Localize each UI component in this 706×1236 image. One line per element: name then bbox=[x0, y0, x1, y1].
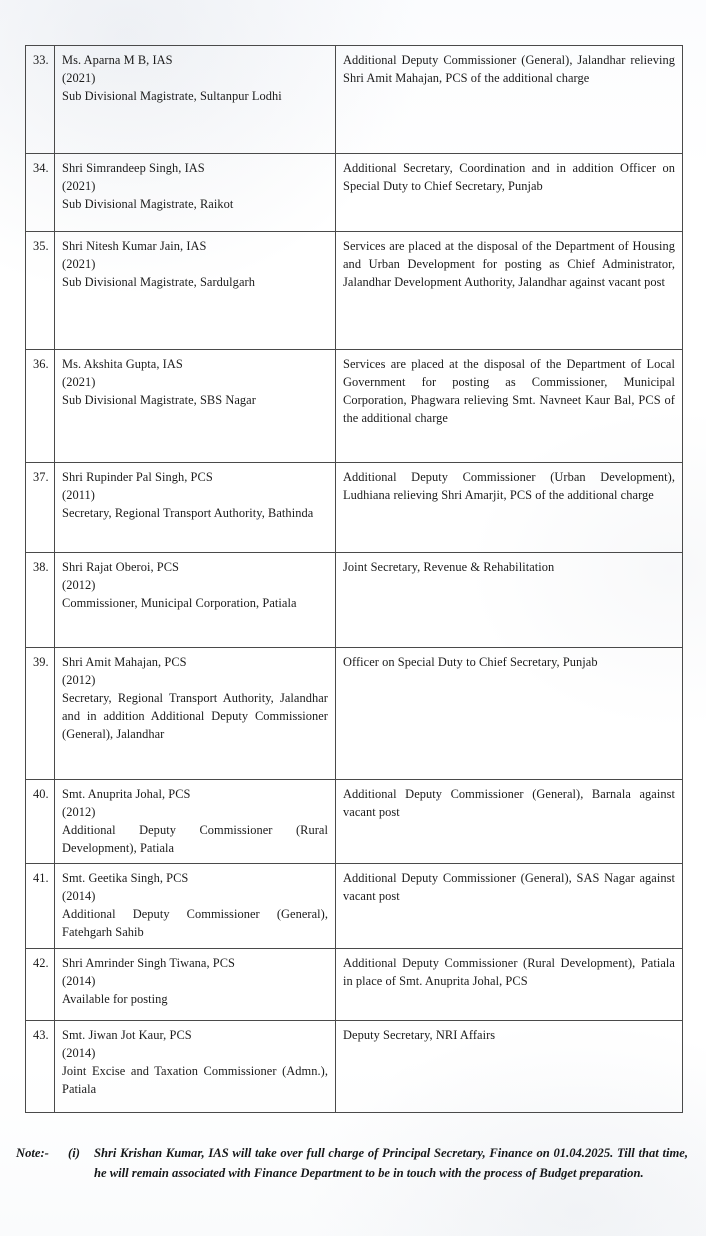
table-row: 37. Shri Rupinder Pal Singh, PCS (2011) Sec… bbox=[25, 462, 683, 553]
new-posting-cell: Additional Deputy Commissioner (General)… bbox=[335, 863, 683, 950]
footnote-label: Note:- bbox=[16, 1146, 49, 1160]
table-row: 42. Shri Amrinder Singh Tiwana, PCS (2014)… bbox=[25, 948, 683, 1022]
transfer-order-table: 33. Ms. Aparna M B, IAS (2021) Sub Division… bbox=[25, 45, 683, 1114]
officer-cell: Shri Simrandeep Singh, IAS (2021) Sub Divi… bbox=[54, 153, 336, 232]
row-serial-number: 41. bbox=[25, 863, 55, 950]
officer-current-posting: Secretary, Regional Transport Authority,… bbox=[62, 506, 314, 521]
officer-cell: Ms. Aparna M B, IAS (2021) Sub Divisional … bbox=[54, 45, 336, 154]
table-row: 33. Ms. Aparna M B, IAS (2021) Sub Division… bbox=[25, 45, 683, 154]
officer-current-posting: Sub Divisional Magistrate, Sultanpur Lod… bbox=[62, 89, 282, 104]
new-posting-cell: Additional Deputy Commissioner (Rural De… bbox=[335, 948, 683, 1022]
officer-cell: Shri Amit Mahajan, PCS (2012) Secretary, R… bbox=[54, 647, 336, 780]
officer-cell: Smt. Jiwan Jot Kaur, PCS (2014) Joint Exci… bbox=[54, 1020, 336, 1114]
new-posting-cell: Services are placed at the disposal of t… bbox=[335, 231, 683, 350]
officer-cell: Shri Rajat Oberoi, PCS (2012) Commissioner… bbox=[54, 552, 336, 648]
officer-current-posting: Joint Excise and Taxation Commissioner (… bbox=[62, 1064, 328, 1097]
table-row: 41. Smt. Geetika Singh, PCS (2014) Addition… bbox=[25, 863, 683, 950]
row-serial-number: 39. bbox=[25, 647, 55, 780]
row-serial-number: 43. bbox=[25, 1020, 55, 1114]
table-row: 35. Shri Nitesh Kumar Jain, IAS (2021) Sub … bbox=[25, 231, 683, 350]
officer-cell: Shri Rupinder Pal Singh, PCS (2011) Secret… bbox=[54, 462, 336, 553]
table-row: 36. Ms. Akshita Gupta, IAS (2021) Sub Divis… bbox=[25, 349, 683, 463]
officer-current-posting: Available for posting bbox=[62, 992, 168, 1007]
row-serial-number: 33. bbox=[25, 45, 55, 154]
officer-batch-year: (2021) bbox=[62, 71, 96, 86]
officer-name: Shri Amrinder Singh Tiwana, PCS bbox=[62, 956, 236, 971]
officer-current-posting: Additional Deputy Commissioner (General)… bbox=[62, 907, 328, 940]
officer-batch-year: (2014) bbox=[62, 889, 96, 904]
table-body: 33. Ms. Aparna M B, IAS (2021) Sub Division… bbox=[25, 45, 683, 1114]
officer-current-posting: Sub Divisional Magistrate, SBS Nagar bbox=[62, 393, 256, 408]
officer-name: Shri Amit Mahajan, PCS bbox=[62, 655, 187, 669]
new-posting-cell: Officer on Special Duty to Chief Secreta… bbox=[335, 647, 683, 780]
officer-current-posting: Sub Divisional Magistrate, Raikot bbox=[62, 197, 234, 212]
table-row: 38. Shri Rajat Oberoi, PCS (2012) Commissio… bbox=[25, 552, 683, 648]
officer-name: Ms. Akshita Gupta, IAS bbox=[62, 357, 183, 371]
officer-batch-year: (2011) bbox=[62, 488, 95, 503]
footnote-note: Note:- (i) Shri Krishan Kumar, IAS will … bbox=[16, 1143, 688, 1184]
new-posting-cell: Additional Secretary, Coordination and i… bbox=[335, 153, 683, 232]
officer-name: Shri Nitesh Kumar Jain, IAS bbox=[62, 239, 207, 253]
officer-name: Smt. Geetika Singh, PCS bbox=[62, 871, 189, 886]
officer-current-posting: Secretary, Regional Transport Authority,… bbox=[62, 691, 328, 742]
new-posting-cell: Additional Deputy Commissioner (General)… bbox=[335, 45, 683, 154]
officer-name: Ms. Aparna M B, IAS bbox=[62, 53, 173, 67]
officer-name: Shri Simrandeep Singh, IAS bbox=[62, 161, 205, 175]
table-row: 34. Shri Simrandeep Singh, IAS (2021) Sub D… bbox=[25, 153, 683, 232]
officer-batch-year: (2021) bbox=[62, 375, 96, 390]
officer-batch-year: (2014) bbox=[62, 974, 96, 989]
new-posting-cell: Services are placed at the disposal of t… bbox=[335, 349, 683, 463]
officer-cell: Ms. Akshita Gupta, IAS (2021) Sub Division… bbox=[54, 349, 336, 463]
officer-current-posting: Sub Divisional Magistrate, Sardulgarh bbox=[62, 275, 255, 290]
officer-current-posting: Additional Deputy Commissioner (Rural De… bbox=[62, 823, 328, 856]
table-row: 39. Shri Amit Mahajan, PCS (2012) Secretary… bbox=[25, 647, 683, 780]
new-posting-cell: Joint Secretary, Revenue & Rehabilitatio… bbox=[335, 552, 683, 648]
officer-batch-year: (2012) bbox=[62, 578, 96, 593]
officer-name: Shri Rupinder Pal Singh, PCS bbox=[62, 470, 213, 484]
new-posting-cell: Additional Deputy Commissioner (General)… bbox=[335, 778, 683, 865]
row-serial-number: 38. bbox=[25, 552, 55, 648]
footnote-text: Shri Krishan Kumar, IAS will take over f… bbox=[94, 1146, 688, 1181]
new-posting-cell: Additional Deputy Commissioner (Urban De… bbox=[335, 462, 683, 553]
officer-batch-year: (2014) bbox=[62, 1046, 96, 1061]
officer-batch-year: (2021) bbox=[62, 179, 96, 194]
officer-batch-year: (2012) bbox=[62, 673, 96, 688]
row-serial-number: 42. bbox=[25, 948, 55, 1022]
officer-cell: Smt. Anuprita Johal, PCS (2012) Additional… bbox=[54, 778, 336, 865]
officer-name: Smt. Jiwan Jot Kaur, PCS bbox=[62, 1028, 192, 1043]
officer-name: Smt. Anuprita Johal, PCS bbox=[62, 787, 191, 801]
footnote-marker: (i) bbox=[68, 1146, 80, 1160]
new-posting-cell: Deputy Secretary, NRI Affairs bbox=[335, 1020, 683, 1114]
officer-batch-year: (2012) bbox=[62, 805, 96, 820]
row-serial-number: 40. bbox=[25, 778, 55, 865]
table-row: 40. Smt. Anuprita Johal, PCS (2012) Additio… bbox=[25, 778, 683, 865]
officer-batch-year: (2021) bbox=[62, 257, 96, 272]
row-serial-number: 34. bbox=[25, 153, 55, 232]
row-serial-number: 37. bbox=[25, 462, 55, 553]
officer-cell: Shri Nitesh Kumar Jain, IAS (2021) Sub Div… bbox=[54, 231, 336, 350]
officer-cell: Smt. Geetika Singh, PCS (2014) Additional … bbox=[54, 863, 336, 950]
officer-name: Shri Rajat Oberoi, PCS bbox=[62, 560, 180, 574]
table-row: 43. Smt. Jiwan Jot Kaur, PCS (2014) Joint E… bbox=[25, 1020, 683, 1114]
officer-cell: Shri Amrinder Singh Tiwana, PCS (2014) Ava… bbox=[54, 948, 336, 1022]
row-serial-number: 36. bbox=[25, 349, 55, 463]
officer-current-posting: Commissioner, Municipal Corporation, Pat… bbox=[62, 596, 297, 611]
row-serial-number: 35. bbox=[25, 231, 55, 350]
